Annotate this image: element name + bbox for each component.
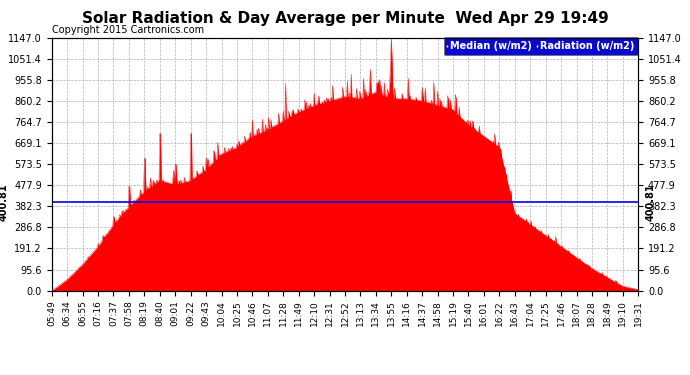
Text: Solar Radiation & Day Average per Minute  Wed Apr 29 19:49: Solar Radiation & Day Average per Minute… [81, 11, 609, 26]
Text: Copyright 2015 Cartronics.com: Copyright 2015 Cartronics.com [52, 25, 204, 35]
Text: 400.81: 400.81 [0, 183, 9, 221]
Text: 400.81: 400.81 [645, 183, 656, 221]
Legend: Median (w/m2), Radiation (w/m2): Median (w/m2), Radiation (w/m2) [444, 38, 638, 55]
